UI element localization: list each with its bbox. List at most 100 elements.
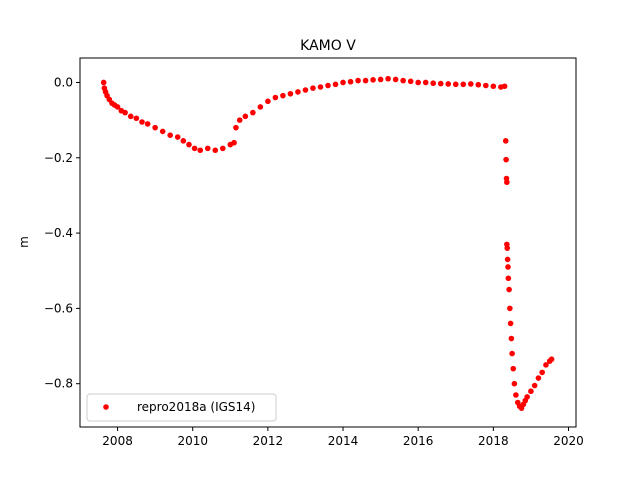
y-tick-label: −0.2 [44,151,73,165]
data-point [287,90,294,97]
data-point [501,83,508,90]
y-axis-ticks: 0.0 −0.2 −0.4 −0.6 −0.8 [44,75,80,391]
data-point [422,79,429,86]
data-point [280,92,286,99]
data-point [430,80,437,87]
data-point [502,138,509,144]
data-point [503,156,509,163]
data-point [272,94,279,101]
data-point [152,124,158,131]
x-tick-label: 2018 [478,434,509,448]
data-point [212,147,219,154]
x-tick-label: 2008 [102,434,133,448]
x-axis-ticks: 2008 2010 2012 2014 2016 2018 2020 [102,427,584,448]
data-point [139,119,145,125]
data-point [415,79,421,86]
x-tick-label: 2010 [177,434,208,448]
data-point [233,124,239,131]
data-point [295,89,301,95]
data-point [242,113,249,120]
data-point [509,350,515,357]
data-point [219,145,226,152]
data-point [340,79,346,86]
data-point [460,81,467,88]
data-point [506,286,512,293]
data-point [385,75,391,82]
data-point [511,380,518,387]
data-point [191,145,198,152]
data-point [302,87,309,93]
data-point [204,145,211,152]
data-point [400,77,406,84]
y-tick-label: −0.4 [44,226,73,240]
data-points [100,75,555,411]
data-point [114,104,121,110]
data-point [317,84,324,90]
data-point [543,362,549,368]
data-point [122,109,128,116]
x-tick-label: 2016 [403,434,434,448]
data-point [475,81,482,88]
data-point [197,147,204,154]
data-point [127,113,134,120]
data-point [100,79,107,86]
y-tick-label: 0.0 [54,75,73,89]
data-point [159,128,166,135]
data-point [508,335,515,342]
data-point [531,382,538,389]
data-point [445,81,452,87]
data-point [507,305,513,312]
data-point [231,139,237,146]
data-point [490,83,497,90]
x-tick-label: 2012 [253,434,284,448]
data-point [437,80,444,87]
data-point [504,179,510,186]
data-point [535,375,542,381]
plot-frame [79,57,577,428]
data-point [325,82,331,89]
data-point [505,275,512,282]
data-point [257,104,264,110]
data-point [505,264,511,270]
data-point [539,369,545,376]
data-point [310,85,316,91]
data-point [355,77,361,84]
data-point [370,77,376,83]
y-tick-label: −0.8 [44,377,73,391]
data-point [186,141,192,148]
data-point [377,76,384,83]
data-point [504,245,511,251]
data-point [524,394,530,400]
legend-box [86,393,277,422]
y-tick-label: −0.6 [44,301,73,315]
data-point [167,132,173,138]
data-point [528,388,534,395]
legend-marker [103,404,109,410]
data-point [144,121,151,127]
data-point [347,78,354,85]
data-point [392,76,399,83]
data-point [513,392,519,398]
data-point [467,81,474,87]
data-point [504,256,511,263]
chart-title: KAMO V [300,38,356,54]
data-point [510,365,517,372]
data-point [407,78,414,85]
data-point [236,117,243,123]
legend-label: repro2018a (IGS14) [137,400,255,414]
data-point [548,356,555,363]
data-point [332,81,339,88]
data-point [180,138,187,144]
plot-background [80,58,576,427]
data-point [265,98,271,105]
data-point [174,134,181,140]
x-tick-label: 2014 [328,434,359,448]
legend: repro2018a (IGS14) [86,393,277,422]
data-point [452,81,459,88]
y-axis-label: m [17,236,31,248]
data-point [250,109,256,116]
data-point [362,77,369,84]
data-point [483,82,489,89]
